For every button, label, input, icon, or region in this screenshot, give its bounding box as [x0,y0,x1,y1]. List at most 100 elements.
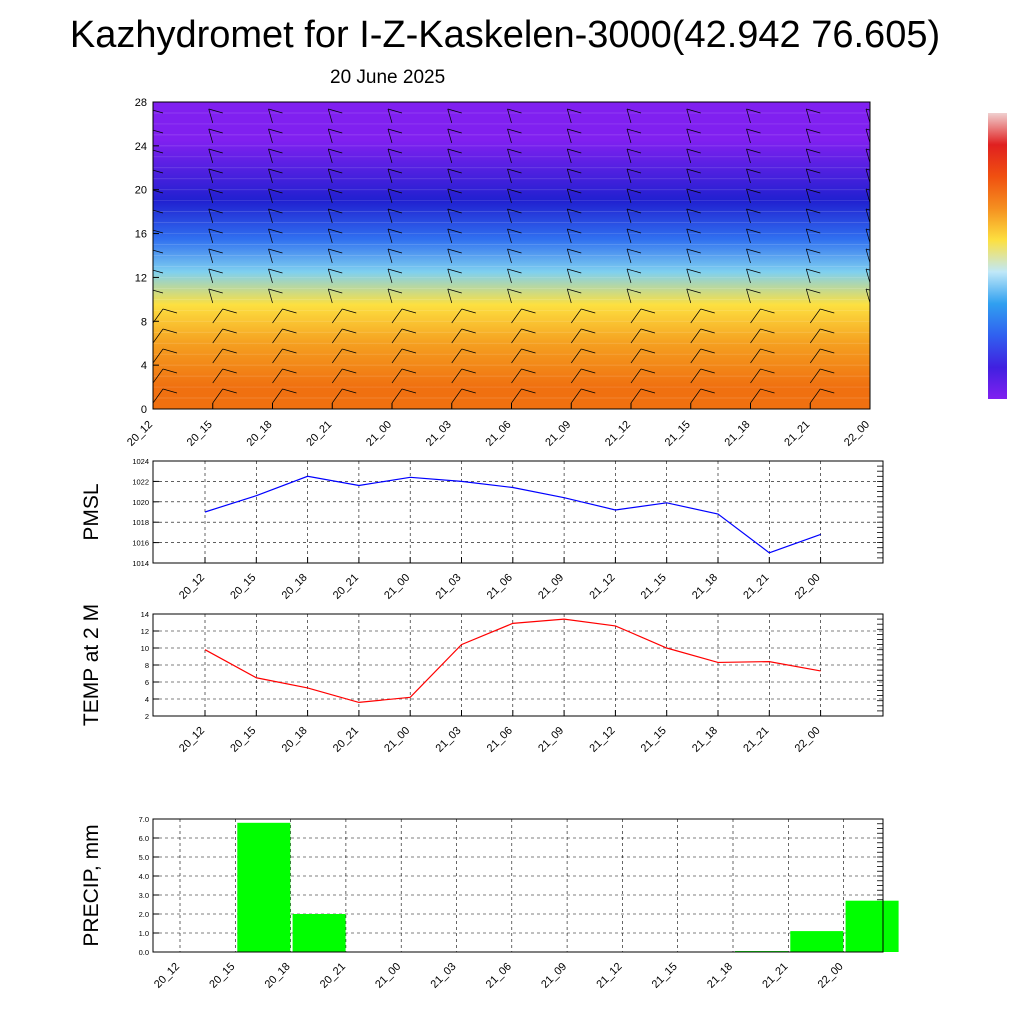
wind-barb-flag [686,208,701,214]
wind-barb-flag [447,248,462,254]
wind-barb-flag [401,328,417,334]
heatmap-panel: 0 4 8 12 16 20 24 28 20_12 20_15 20_18 20_21 21_00 21… [125,97,872,449]
wind-barb [750,328,761,344]
wind-barb [268,208,273,224]
wind-barb-flag [806,288,821,294]
wind-barb [208,148,214,164]
wind-barb-flag [401,368,417,374]
wind-barb-flag [746,108,761,114]
wind-barb-flag [208,208,223,214]
wind-barb-flag [865,108,870,111]
wind-barb [447,288,453,304]
x-label-21_09: 21_09 [539,961,569,991]
x-label-21_15: 21_15 [639,572,669,602]
y-tick-label-1024: 1024 [132,457,149,466]
y-tick-label-1022: 1022 [132,477,149,486]
precip-bar-20_18 [292,914,346,952]
x-label-21_03: 21_03 [429,961,459,991]
wind-barb [331,388,343,404]
wind-barb [153,121,154,123]
wind-barb-flag [447,128,462,134]
x-label-20_15: 20_15 [228,572,258,602]
wind-barb [686,148,692,164]
wind-barb [153,348,164,364]
wind-barb-flag [567,128,582,134]
wind-barb [331,328,343,344]
wind-barb [451,388,463,404]
wind-barb-flag [626,128,642,134]
wind-barb-flag [507,208,522,214]
x-label-20_21: 20_21 [331,725,361,755]
wind-barb [327,248,333,264]
wind-barb-flag [581,388,596,394]
wind-barb [153,308,164,324]
wind-barb-flag [567,248,582,254]
wind-barb [208,128,214,144]
wind-barb-flag [208,248,223,254]
wind-barb [686,128,692,144]
wind-barb [805,288,811,304]
wind-barb-flag [865,188,870,191]
x-label-21_03: 21_03 [434,572,464,602]
heatmap-x-label-22_00: 22_00 [842,419,872,449]
wind-barb [387,148,393,164]
wind-barb [268,128,273,144]
wind-barb-flag [507,108,522,114]
wind-barb-flag [640,368,656,374]
wind-barb [626,268,632,284]
wind-barb-flag [521,388,536,394]
wind-barb-flag [806,188,821,194]
wind-barb-flag [208,108,223,114]
wind-barb-flag [686,108,701,114]
y-tick-label-12: 12 [141,627,149,636]
wind-barb-flag [401,348,417,354]
wind-barb-flag [806,228,821,234]
wind-barb [447,248,453,264]
wind-barb-flag [746,188,761,194]
wind-barb-flag [760,308,775,314]
wind-barb-flag [626,148,642,154]
wind-barb-flag [328,268,343,274]
wind-barb [511,368,522,384]
x-label-22_00: 22_00 [816,961,846,991]
wind-barb-flag [162,368,178,374]
wind-barb [272,368,283,384]
wind-barb-flag [342,308,357,314]
x-label-20_12: 20_12 [152,961,182,991]
y-axis-label: TEMP at 2 M [80,604,103,726]
wind-barb [626,208,632,224]
precip-bar-21_21 [790,931,844,952]
wind-barb [268,248,273,264]
y-tick-label-3.0: 3.0 [139,891,149,900]
wind-barb [507,288,512,304]
wind-barb [387,188,393,204]
x-label-21_21: 21_21 [741,572,771,602]
y-tick-label-4.0: 4.0 [139,872,149,881]
wind-barb-flag [461,308,476,314]
x-label-21_21: 21_21 [760,961,790,991]
x-label-21_00: 21_00 [382,725,412,755]
precip-bar-22_00 [845,900,899,952]
wind-barb [686,188,692,204]
wind-barb [746,288,751,304]
wind-barb [746,108,751,124]
wind-barb-flag [387,168,403,174]
y-tick-label-2: 2 [145,712,149,721]
wind-barb [153,161,154,163]
wind-barb-flag [328,168,343,174]
heatmap-x-label-21_00: 21_00 [364,419,394,449]
wind-barb [268,108,273,124]
y-tick-label-1014: 1014 [132,559,149,568]
wind-barb [327,188,333,204]
wind-barb-flag [222,388,237,394]
wind-barb [387,248,393,264]
wind-barb-flag [865,248,870,251]
wind-barb-flag [507,168,522,174]
wind-barb [507,248,512,264]
wind-barb-flag [567,188,582,194]
wind-barb [626,148,632,164]
wind-barb [387,288,393,304]
wind-barb-flag [328,208,343,214]
heatmap-x-label-21_09: 21_09 [543,419,573,449]
wind-barb [686,208,692,224]
